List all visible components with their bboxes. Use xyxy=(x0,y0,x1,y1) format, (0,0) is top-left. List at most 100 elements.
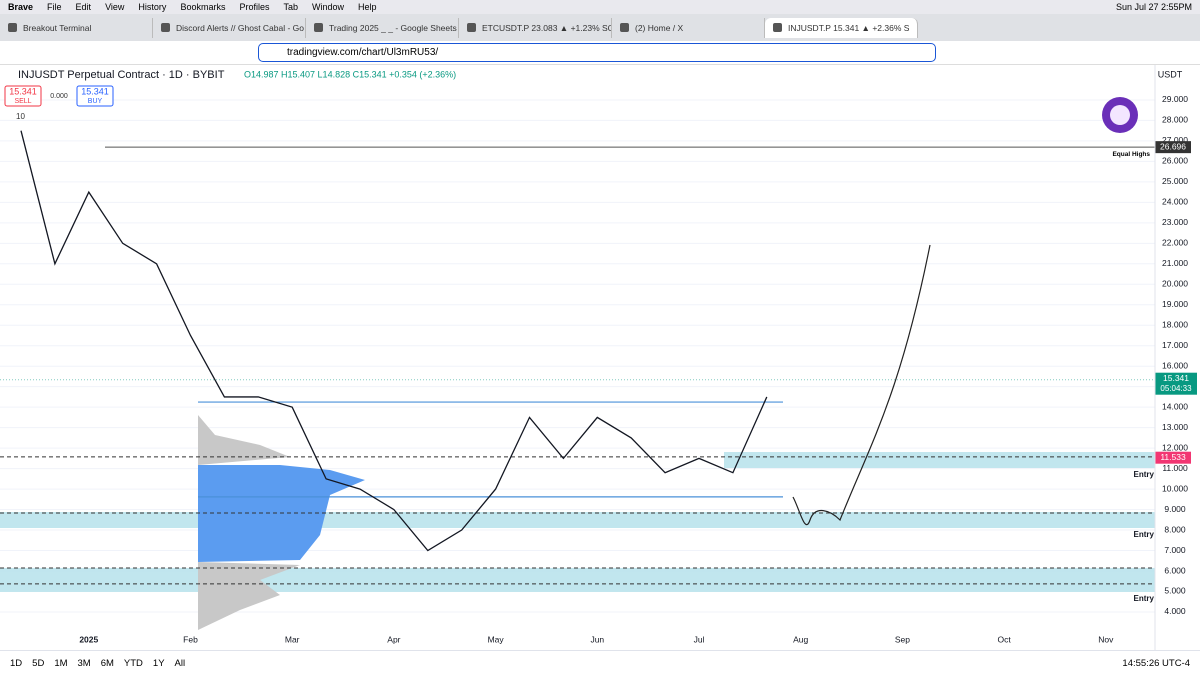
y-tick-label: 26.000 xyxy=(1162,156,1188,166)
favicon xyxy=(620,23,629,32)
y-tick-label: 20.000 xyxy=(1162,279,1188,289)
address-bar[interactable]: tradingview.com/chart/Ul3mRU53/ xyxy=(258,43,936,62)
tab[interactable]: Breakout Terminal xyxy=(0,17,153,38)
price-tag xyxy=(1155,451,1191,464)
menu-item[interactable]: History xyxy=(138,2,167,12)
x-tick-label: Apr xyxy=(387,634,400,644)
menu-item[interactable]: Bookmarks xyxy=(180,2,226,12)
chart: INJUSDT Perpetual Contract · 1D · BYBIT … xyxy=(0,65,1197,650)
favicon xyxy=(773,23,782,32)
countdown: 05:04:33 xyxy=(1160,384,1192,393)
timeframe[interactable]: 5D xyxy=(32,657,45,669)
y-tick-label: 18.000 xyxy=(1162,319,1188,329)
tab-title: Discord Alerts // Ghost Cabal - Go xyxy=(176,22,305,33)
ohlc: O14.987 H15.407 L14.828 C15.341 +0.354 (… xyxy=(244,69,456,79)
tab-title: (2) Home / X xyxy=(635,22,684,33)
tab[interactable]: ETCUSDT.P 23.083 ▲ +1.23% SOl xyxy=(459,17,612,38)
equal-highs-label: Equal Highs xyxy=(1112,151,1150,158)
y-tick-label: 23.000 xyxy=(1162,217,1188,227)
x-tick-label: Sep xyxy=(895,634,910,644)
timeframe[interactable]: 1Y xyxy=(152,657,165,669)
clock: Sun Jul 27 2:55PM xyxy=(1115,2,1192,12)
x-tick-label: Jun xyxy=(590,634,604,644)
price-tag xyxy=(1155,141,1191,154)
menu-item[interactable]: File xyxy=(47,2,62,12)
zone-label: Entry xyxy=(1134,530,1155,539)
menu-item[interactable]: Brave xyxy=(8,2,34,12)
y-tick-label: 14.000 xyxy=(1162,401,1188,411)
timeframe[interactable]: 1D xyxy=(10,657,23,669)
y-tick-label: 27.000 xyxy=(1162,135,1188,145)
menu-item[interactable]: Help xyxy=(358,2,377,12)
y-tick-label: 6.000 xyxy=(1164,565,1186,575)
y-tick-label: 7.000 xyxy=(1164,545,1186,555)
buy-price[interactable]: 15.341 xyxy=(81,86,109,96)
chart-header: INJUSDT Perpetual Contract · 1D · BYBIT … xyxy=(4,69,1183,121)
tab-title: Breakout Terminal xyxy=(23,22,92,33)
timeframe[interactable]: 6M xyxy=(100,657,114,669)
favicon xyxy=(8,23,17,32)
x-tick-label: Mar xyxy=(285,634,300,644)
favicon xyxy=(314,23,323,32)
y-tick-label: 4.000 xyxy=(1164,606,1186,616)
menu-item[interactable]: Edit xyxy=(75,2,92,12)
y-tick-label: 21.000 xyxy=(1162,258,1188,268)
price-tag xyxy=(1155,372,1197,395)
tab-title: ETCUSDT.P 23.083 ▲ +1.23% SOl xyxy=(482,22,612,33)
tab[interactable]: Discord Alerts // Ghost Cabal - Go xyxy=(153,17,306,38)
favicon xyxy=(161,23,170,32)
entry-zone xyxy=(0,512,1155,529)
y-tick-label: 16.000 xyxy=(1162,360,1188,370)
symbol: INJUSDT Perpetual Contract · 1D · BYBIT xyxy=(18,69,225,81)
zone-label: Entry xyxy=(1134,594,1155,603)
price-tag-label: 26.696 xyxy=(1160,141,1186,151)
y-tick-label: 19.000 xyxy=(1162,299,1188,309)
qty: 10 xyxy=(16,112,25,121)
clock: 14:55:26 UTC-4 xyxy=(1122,657,1190,669)
y-tick-label: 25.000 xyxy=(1162,176,1188,186)
x-tick-label: Feb xyxy=(183,634,198,644)
sell-price[interactable]: 15.341 xyxy=(9,86,37,96)
tab[interactable]: INJUSDT.P 15.341 ▲ +2.36% S xyxy=(765,17,918,38)
y-tick-label: 17.000 xyxy=(1162,340,1188,350)
timeframe[interactable]: All xyxy=(174,657,186,669)
x-tick-label: Nov xyxy=(1098,634,1114,644)
y-tick-label: 29.000 xyxy=(1162,94,1188,104)
price-tag-label: 15.341 xyxy=(1163,373,1189,383)
timeframe[interactable]: YTD xyxy=(123,657,143,669)
y-tick-label: 9.000 xyxy=(1164,504,1186,514)
y-tick-label: 22.000 xyxy=(1162,238,1188,248)
y-tick-label: 13.000 xyxy=(1162,422,1188,432)
address-row: tradingview.com/chart/Ul3mRU53/ xyxy=(0,41,1200,65)
sell[interactable]: SELL xyxy=(14,98,31,105)
tab[interactable]: Trading 2025 _ _ - Google Sheets xyxy=(306,17,459,38)
spread: 0.000 xyxy=(50,93,68,100)
currency[interactable]: USDT xyxy=(1158,69,1183,79)
buy[interactable]: BUY xyxy=(88,98,103,105)
y-tick-label: 5.000 xyxy=(1164,586,1186,596)
tab-title: Trading 2025 _ _ - Google Sheets xyxy=(329,22,457,33)
x-tick-label: May xyxy=(488,634,505,644)
y-tick-label: 12.000 xyxy=(1162,442,1188,452)
y-tick-label: 8.000 xyxy=(1164,524,1186,534)
y-tick-label: 24.000 xyxy=(1162,197,1188,207)
x-tick-label: Aug xyxy=(793,634,808,644)
entry-zone xyxy=(724,452,1155,468)
x-tick-label: Oct xyxy=(997,634,1011,644)
y-tick-label: 10.000 xyxy=(1162,483,1188,493)
x-tick-label: Jul xyxy=(694,634,705,644)
y-tick-label: 28.000 xyxy=(1162,115,1188,125)
menubar: Brave File Edit View History Bookmarks Profile… xyxy=(0,0,1200,14)
menu-item[interactable]: Profiles xyxy=(239,2,270,12)
favicon xyxy=(467,23,476,32)
entry-zone xyxy=(0,567,1155,592)
zone-label: Entry xyxy=(1134,470,1155,479)
menu-item[interactable]: Window xyxy=(311,2,344,12)
menu-item[interactable]: View xyxy=(105,2,125,12)
menu-item[interactable]: Tab xyxy=(283,2,298,12)
timeframe[interactable]: 1M xyxy=(54,657,68,669)
tab-strip: Breakout Terminal Discord Alerts // Ghost… xyxy=(0,14,1200,41)
tab[interactable]: (2) Home / X xyxy=(612,17,765,38)
timeframe[interactable]: 3M xyxy=(77,657,91,669)
